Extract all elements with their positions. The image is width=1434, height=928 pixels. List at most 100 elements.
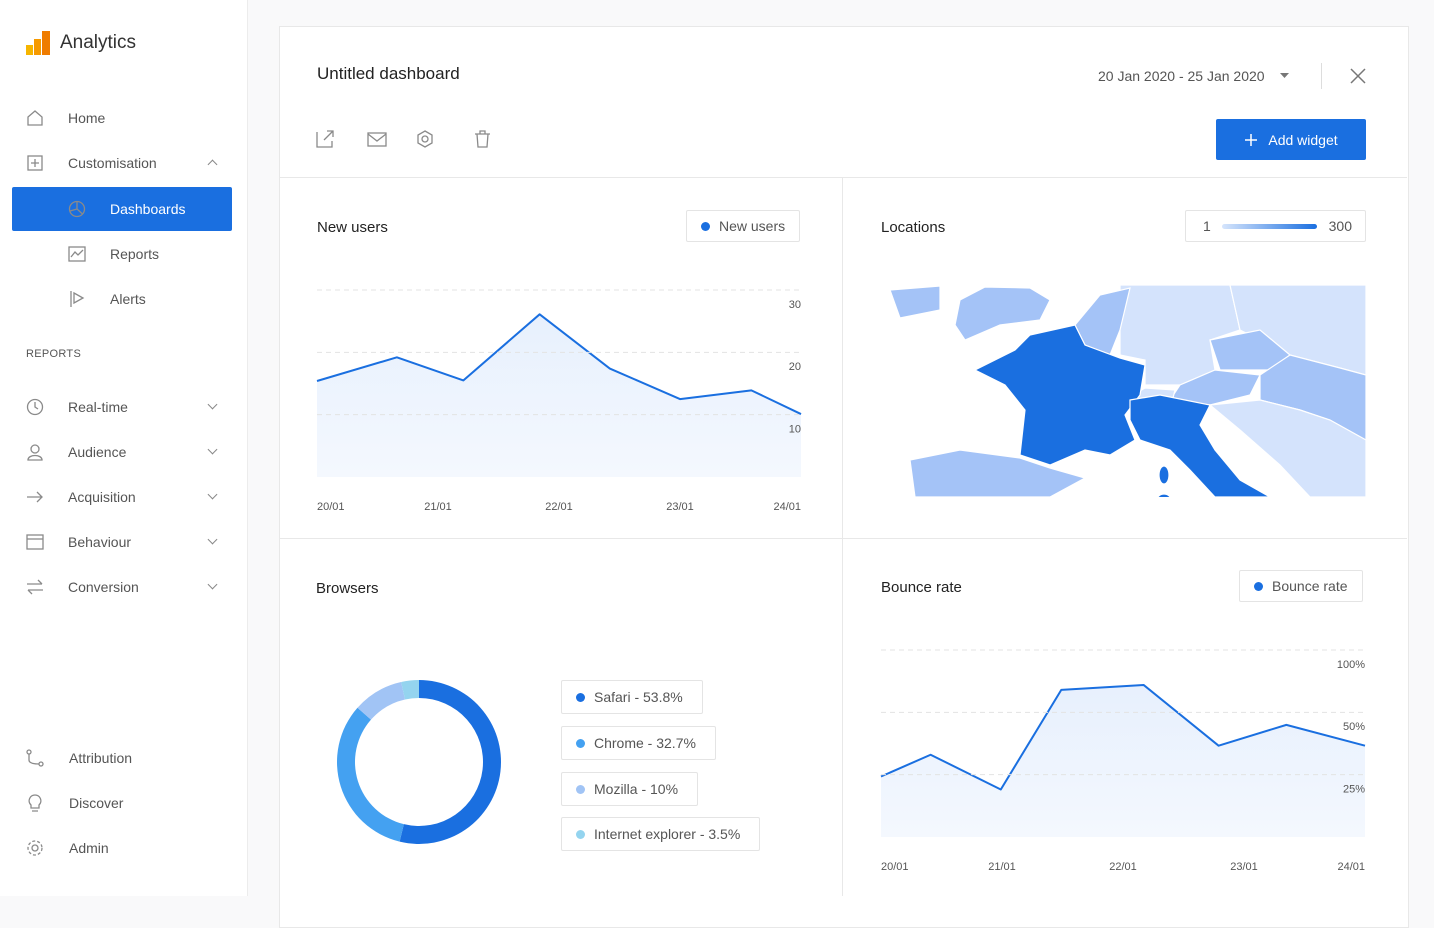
x-tick-label: 24/01 (773, 501, 801, 513)
region (973, 324, 1146, 466)
nav-icon (27, 155, 43, 171)
legend-label: Internet explorer - 3.5% (594, 826, 741, 842)
region (1129, 394, 1272, 497)
map (889, 285, 1366, 497)
nav-icon (27, 579, 43, 595)
legend-dot (576, 829, 585, 839)
nav-item[interactable]: Acquisition (68, 489, 136, 505)
line (880, 683, 1366, 791)
legend-label: New users (719, 218, 786, 234)
legend-dot (576, 738, 585, 748)
add-widget-button[interactable]: Add widget (1216, 119, 1366, 160)
nav-item[interactable]: Home (68, 110, 106, 126)
legend-dot (1254, 581, 1263, 591)
widget-title: New users (317, 219, 388, 236)
delete-icon[interactable] (475, 130, 490, 148)
legend-label: Safari - 53.8% (594, 689, 683, 705)
nav-icon (68, 246, 86, 262)
x-tick-label: 21/01 (424, 501, 452, 513)
region (889, 285, 941, 319)
scale-max: 300 (1328, 218, 1352, 234)
legend-item: Chrome - 32.7% (561, 726, 716, 760)
nav-icon (27, 491, 43, 503)
divider (842, 178, 843, 896)
date-range[interactable]: 20 Jan 2020 - 25 Jan 2020 (1098, 68, 1265, 84)
pie-slice (401, 680, 419, 700)
nav-icon (70, 291, 85, 307)
x-tick-label: 21/01 (988, 861, 1016, 873)
sidebar: Analytics REPORTS Home Customisation Dashb… (0, 0, 248, 896)
nav-icon (26, 749, 44, 767)
area (317, 314, 801, 477)
nav-item[interactable]: Attribution (69, 750, 133, 766)
section-label: REPORTS (26, 348, 82, 360)
charts: 10 20 30 20/01 21/01 22/01 23/01 24/01 25% 50% 100… (316, 285, 1366, 873)
widget-title: Locations (881, 219, 946, 236)
pie-slice (336, 707, 404, 842)
nav-icon (26, 534, 44, 550)
toolbar-icons (316, 130, 490, 148)
button-label: Add widget (1268, 131, 1338, 148)
nav-icon (26, 398, 44, 416)
nav-item[interactable]: Customisation (68, 155, 157, 171)
x-tick-label: 22/01 (545, 501, 573, 513)
y-tick-label: 25% (1343, 784, 1365, 796)
close-button[interactable] (1350, 68, 1366, 84)
legend-item: Internet explorer - 3.5% (561, 817, 761, 851)
mail-icon[interactable] (367, 132, 387, 147)
nav-item[interactable]: Real-time (68, 399, 128, 415)
y-tick-label: 100% (1337, 659, 1365, 671)
pie-slice (357, 681, 406, 720)
share-icon[interactable] (316, 130, 334, 148)
nav-item[interactable]: Audience (68, 444, 127, 460)
y-tick-label: 10 (789, 424, 801, 436)
nav-icon (68, 200, 86, 218)
legend-dot (576, 692, 585, 702)
x-tick-label: 23/01 (1230, 861, 1258, 873)
settings-icon[interactable] (417, 130, 433, 148)
nav-item[interactable]: Conversion (68, 579, 139, 595)
pie-slice (399, 680, 501, 844)
divider (280, 538, 1407, 539)
region (1158, 465, 1170, 485)
nav-item[interactable]: Admin (69, 840, 109, 856)
legend-dot (576, 784, 585, 794)
widget-title: Bounce rate (881, 579, 962, 596)
logo (26, 31, 50, 55)
scale-legend: 1 300 (1185, 210, 1366, 242)
region (909, 449, 1087, 497)
legend: Bounce rate (1239, 570, 1363, 602)
legend-label: Chrome - 32.7% (594, 735, 696, 751)
region (954, 286, 1051, 341)
dashboard-title: Untitled dashboard (317, 64, 460, 83)
nav-item[interactable]: Discover (69, 795, 124, 811)
scale-min: 1 (1203, 218, 1211, 234)
legend: New users (686, 210, 801, 242)
brand: Analytics (60, 32, 137, 53)
divider (280, 177, 1407, 178)
plus-icon (1245, 133, 1258, 146)
legend-label: Mozilla - 10% (594, 781, 679, 797)
nav-item[interactable]: Alerts (110, 291, 146, 307)
legend-item: Safari - 53.8% (561, 680, 703, 714)
y-tick-label: 50% (1343, 721, 1365, 733)
scale-bar (1222, 223, 1318, 229)
nav-item[interactable]: Behaviour (68, 534, 132, 550)
legend-label: Bounce rate (1272, 578, 1348, 594)
nav-item[interactable]: Reports (110, 246, 160, 262)
widget-title: Browsers (316, 580, 379, 597)
nav-item[interactable]: Dashboards (110, 201, 186, 217)
x-tick-label: 22/01 (1109, 861, 1137, 873)
line (316, 313, 802, 415)
y-tick-label: 30 (789, 299, 801, 311)
region (1157, 493, 1171, 497)
divider (1321, 63, 1322, 89)
x-tick-label: 23/01 (666, 501, 694, 513)
nav-icon (28, 794, 42, 812)
legend-item: Mozilla - 10% (561, 772, 699, 806)
active-item-bg (12, 187, 232, 231)
caret (1280, 73, 1289, 78)
legend-dot (701, 221, 710, 231)
nav-icon (27, 840, 43, 856)
